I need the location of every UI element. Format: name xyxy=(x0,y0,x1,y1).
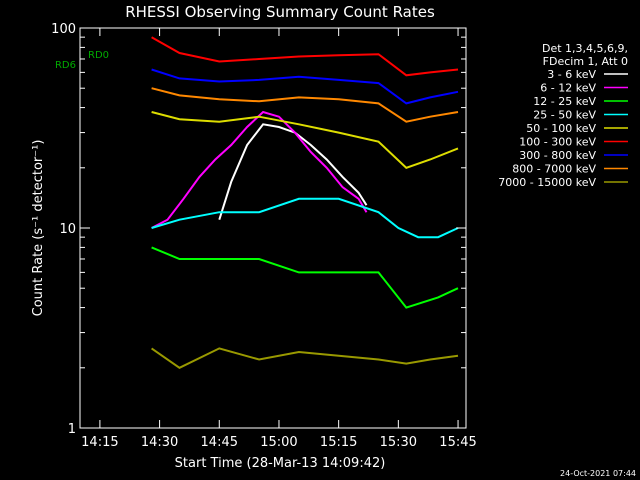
legend-header-line-2: FDecim 1, Att 0 xyxy=(543,55,628,68)
y-tick-label-2: 100 xyxy=(51,22,76,37)
legend-item-7: 800 - 7000 keV xyxy=(512,163,628,176)
legend-header-line-1: Det 1,3,4,5,6,9, xyxy=(542,42,628,55)
chart-title: RHESSI Observing Summary Count Rates xyxy=(125,3,435,21)
x-tick-label-0: 14:15 xyxy=(81,435,118,450)
y-tick-label-0: 1 xyxy=(68,422,76,437)
series-line-4 xyxy=(151,111,459,169)
legend-label-1: 6 - 12 keV xyxy=(540,82,596,95)
legend-item-4: 50 - 100 keV xyxy=(526,122,628,135)
x-tick-label-1: 14:30 xyxy=(141,435,178,450)
legend-label-4: 50 - 100 keV xyxy=(526,122,596,135)
plot-area xyxy=(151,36,459,369)
legend-label-2: 12 - 25 keV xyxy=(533,95,596,108)
x-tick-label-6: 15:45 xyxy=(439,435,476,450)
legend-label-0: 3 - 6 keV xyxy=(547,68,596,81)
legend-label-6: 300 - 800 keV xyxy=(519,149,596,162)
series-line-7 xyxy=(151,87,459,123)
legend-label-7: 800 - 7000 keV xyxy=(512,163,596,176)
y-axis-label: Count Rate (s⁻¹ detector⁻¹) xyxy=(31,140,46,317)
legend-item-2: 12 - 25 keV xyxy=(533,95,628,108)
series-line-3 xyxy=(151,197,459,239)
series-line-8 xyxy=(151,347,459,369)
x-axis-label: Start Time (28-Mar-13 14:09:42) xyxy=(175,456,386,471)
legend-item-8: 7000 - 15000 keV xyxy=(498,176,628,189)
series-line-1 xyxy=(151,110,368,229)
x-tick-label-4: 15:15 xyxy=(320,435,357,450)
series-line-2 xyxy=(151,246,459,309)
series-line-6 xyxy=(151,68,459,105)
legend-item-1: 6 - 12 keV xyxy=(540,82,628,95)
flag-label-rd0: RD0 xyxy=(88,50,109,61)
legend-label-3: 25 - 50 keV xyxy=(533,109,596,122)
legend-item-5: 100 - 300 keV xyxy=(519,136,628,149)
legend-label-5: 100 - 300 keV xyxy=(519,136,596,149)
flag-label-rd6: RD6 xyxy=(55,60,76,71)
legend-item-6: 300 - 800 keV xyxy=(519,149,628,162)
legend-label-8: 7000 - 15000 keV xyxy=(498,176,596,189)
legend-item-3: 25 - 50 keV xyxy=(533,109,628,122)
legend-item-0: 3 - 6 keV xyxy=(547,68,628,81)
x-tick-label-2: 14:45 xyxy=(201,435,238,450)
x-tick-label-5: 15:30 xyxy=(380,435,417,450)
series-line-5 xyxy=(151,36,459,77)
x-tick-label-3: 15:00 xyxy=(260,435,297,450)
footer-timestamp: 24-Oct-2021 07:44 xyxy=(560,469,636,478)
y-tick-label-1: 10 xyxy=(59,222,76,237)
